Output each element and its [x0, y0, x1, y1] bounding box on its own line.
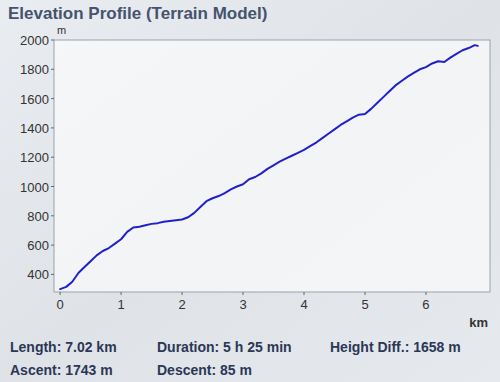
- x-tick-label: 1: [117, 297, 124, 312]
- plot-area: [54, 40, 490, 292]
- x-axis-label: km: [469, 315, 488, 330]
- title: Elevation Profile (Terrain Model): [8, 4, 267, 23]
- x-tick: [60, 292, 61, 295]
- summary-text: Ascent: 1743 m: [10, 362, 113, 378]
- y-tick: [51, 157, 54, 158]
- summary-text: Descent: 85 m: [157, 362, 252, 378]
- y-tick-label: 600: [27, 238, 49, 253]
- y-tick-label: 800: [27, 209, 49, 224]
- y-tick-label: 1200: [20, 150, 49, 165]
- y-tick: [51, 245, 54, 246]
- background: [0, 0, 500, 382]
- x-tick: [425, 292, 426, 295]
- y-tick-label: 1800: [20, 62, 49, 77]
- x-tick-label: 2: [178, 297, 185, 312]
- x-tick-label: 4: [300, 297, 307, 312]
- x-tick: [121, 292, 122, 295]
- summary-text: Duration: 5 h 25 min: [157, 339, 292, 355]
- x-tick-label: 5: [361, 297, 368, 312]
- y-tick: [51, 274, 54, 275]
- chart-root: Elevation Profile (Terrain Model) 400 600 8…: [0, 0, 500, 382]
- chart-svg: Elevation Profile (Terrain Model) 400 600 8…: [0, 0, 500, 382]
- y-tick: [51, 127, 54, 128]
- y-tick: [51, 186, 54, 187]
- x-tick: [243, 292, 244, 295]
- y-tick-label: 1400: [20, 121, 49, 136]
- x-tick-label: 0: [56, 297, 63, 312]
- y-tick-label: 1600: [20, 92, 49, 107]
- x-tick-label: 3: [239, 297, 246, 312]
- y-tick-label: 2000: [20, 33, 49, 48]
- x-tick: [364, 292, 365, 295]
- elevation-line: [60, 45, 478, 289]
- y-tick: [51, 215, 54, 216]
- x-tick: [182, 292, 183, 295]
- x-tick: [304, 292, 305, 295]
- y-axis-label: m: [57, 24, 66, 36]
- y-tick-label: 1000: [20, 180, 49, 195]
- plot-marks: [60, 45, 478, 289]
- y-tick: [51, 69, 54, 70]
- x-tick-label: 6: [422, 297, 429, 312]
- y-tick: [51, 40, 54, 41]
- summary-text: Height Diff.: 1658 m: [330, 339, 461, 355]
- y-tick: [51, 98, 54, 99]
- y-tick-label: 400: [27, 267, 49, 282]
- summary-text: Length: 7.02 km: [10, 339, 117, 355]
